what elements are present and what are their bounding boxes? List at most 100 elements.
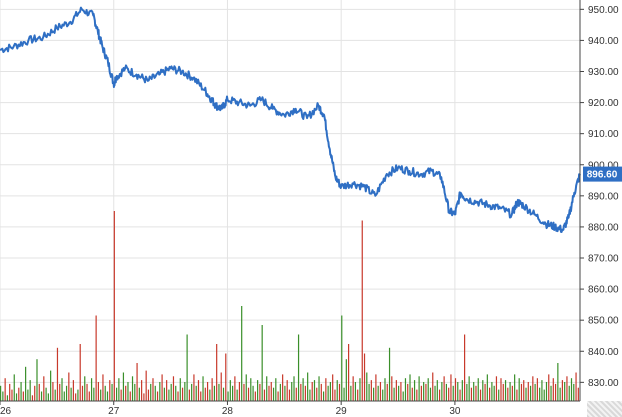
volume-bar [109, 380, 111, 401]
volume-bar [59, 383, 61, 401]
volume-bar [166, 380, 168, 401]
volume-bar [336, 380, 338, 401]
volume-bar [90, 378, 93, 401]
x-tick-label: 28 [222, 406, 234, 417]
volume-bar [193, 374, 195, 401]
volume-bar [275, 378, 277, 401]
volume-bar [329, 382, 332, 401]
volume-bar [243, 383, 245, 401]
volume-bar [216, 344, 218, 401]
volume-bar [438, 389, 441, 401]
volume-bar [454, 378, 457, 401]
volume-bar [211, 378, 213, 401]
volume-bar [457, 382, 459, 401]
volume-bar [573, 383, 575, 401]
volume-bar [304, 385, 306, 401]
volume-bar [393, 387, 395, 401]
volume-bar [509, 382, 511, 401]
volume-bar [168, 389, 170, 401]
x-tick-label: 26 [0, 406, 12, 417]
volume-bar [536, 378, 538, 401]
volume-bar [54, 389, 56, 401]
price-line [0, 6, 581, 233]
volume-bar [529, 385, 532, 401]
y-tick-label: 870.00 [588, 254, 619, 265]
volume-bar [134, 383, 136, 401]
volume-bar [200, 391, 202, 401]
volume-bar [111, 383, 113, 401]
volume-bar [225, 353, 227, 401]
volume-bar [557, 363, 559, 401]
volume-bar [95, 315, 97, 401]
volume-bar [77, 389, 79, 401]
volume-bar [175, 385, 177, 401]
volume-bar [395, 380, 397, 401]
volume-bar [131, 376, 134, 401]
volume-bar [4, 378, 6, 401]
y-tick-label: 920.00 [588, 98, 619, 109]
volume-bar [129, 391, 131, 401]
volume-bar [550, 385, 552, 401]
x-tick-label: 29 [336, 406, 348, 417]
volume-bar [450, 374, 452, 401]
volume-bar [420, 385, 422, 401]
volume-bar [191, 383, 193, 401]
volume-bar [9, 383, 11, 401]
volume-bar [247, 387, 250, 401]
volume-bar [545, 382, 548, 401]
volume-bar [407, 383, 409, 401]
volume-bar [195, 385, 197, 401]
last-value-badge-bg [583, 166, 622, 182]
volume-bar [334, 389, 336, 401]
volume-bar [120, 389, 122, 401]
volume-bar [27, 389, 29, 401]
volume-bar [88, 391, 90, 401]
volume-bar [561, 380, 564, 401]
volume-bar [398, 385, 400, 401]
volume-bar [184, 382, 186, 401]
volume-bar [34, 385, 36, 401]
last-value-label: 896.60 [587, 170, 618, 181]
volume-bar [291, 382, 293, 401]
volume-bar [68, 372, 70, 401]
volume-bar [489, 387, 491, 401]
volume-bar [20, 382, 22, 401]
volume-bar [213, 385, 216, 401]
volume-bar [136, 363, 138, 401]
volume-bar [359, 378, 361, 401]
volume-bar [29, 380, 31, 401]
volume-bar [284, 385, 286, 401]
volume-bar [147, 389, 150, 401]
volume-bar [575, 372, 577, 401]
volume-bar [493, 385, 495, 401]
volume-bar [122, 372, 125, 401]
volume-bar [43, 376, 45, 401]
y-tick-label: 950.00 [588, 5, 619, 16]
volume-bar [375, 374, 377, 401]
volume-bar [266, 376, 268, 401]
volume-bar [307, 372, 309, 401]
x-tick-label: 27 [108, 406, 120, 417]
x-axis-ticks: 26 27 28 29 30 [0, 401, 461, 417]
volume-bar [429, 387, 432, 401]
volume-bar [388, 347, 391, 401]
volume-bar [106, 391, 109, 401]
corner-scroll-strip [587, 401, 622, 417]
volume-bar [552, 378, 554, 401]
y-tick-label: 860.00 [588, 285, 619, 296]
volume-bar [370, 380, 372, 401]
volume-bar [498, 389, 500, 401]
volume-bar [220, 372, 222, 401]
volume-bar [47, 393, 49, 401]
volume-bar [161, 374, 163, 401]
volume-bar [577, 387, 579, 401]
volume-bar [502, 383, 504, 401]
volume-bar [252, 385, 254, 401]
volume-bar [404, 378, 407, 401]
volume-bar [495, 376, 498, 401]
volume-bar [86, 383, 88, 401]
volume-bar [461, 380, 463, 401]
volume-bar [507, 387, 509, 401]
volume-bar [141, 380, 143, 401]
